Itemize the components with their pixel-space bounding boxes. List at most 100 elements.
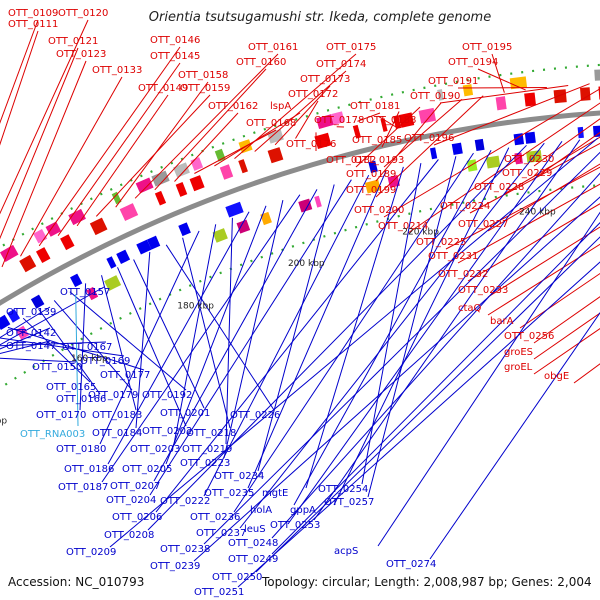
reverse-label-line (0, 357, 77, 363)
gene-feature-block (190, 157, 204, 171)
reverse-label-line (38, 308, 101, 395)
forward-gene-label: OTT_0181 (350, 101, 400, 112)
gene-feature-block (178, 222, 191, 237)
reverse-gene-label: OTT_0147 (6, 341, 56, 352)
reverse-label-line (7, 326, 145, 371)
forward-gene-label: OTT_0191 (428, 76, 478, 87)
forward-gene-label: OTT_0182 (326, 155, 376, 166)
gene-feature-block (45, 221, 62, 237)
reverse-label-line (271, 172, 600, 539)
forward-gene-label: OTT_0172 (288, 89, 338, 100)
gene-feature-block (509, 76, 528, 90)
gene-feature-block (175, 182, 188, 197)
gene-feature-block (553, 89, 567, 104)
forward-label-line (381, 111, 400, 148)
forward-gene-label: OTT_0196 (404, 133, 454, 144)
forward-gene-label: OTT_0200 (354, 205, 404, 216)
reverse-label-line (22, 317, 91, 383)
forward-gene-label: OTT_0185 (352, 135, 402, 146)
forward-gene-label: OTT_0146 (150, 35, 200, 46)
forward-gene-label: OTT_0256 (504, 331, 554, 342)
forward-label-line (383, 98, 463, 168)
forward-gene-label: OTT_0232 (438, 269, 488, 280)
forward-gene-label: OTT_0193 (354, 155, 404, 166)
forward-label-line (491, 53, 505, 93)
forward-gene-label: OTT_0230 (504, 154, 554, 165)
gene-feature-block (238, 159, 248, 174)
rna-gene-label: OTT_RNA003 (20, 429, 85, 440)
forward-gene-label: OTT_0178 (314, 115, 364, 126)
reverse-gene-label: leuS (244, 524, 266, 535)
forward-label-line (433, 83, 590, 146)
forward-label-line (439, 85, 569, 104)
reverse-gene-label: OTT_0248 (228, 538, 278, 549)
reverse-label-line (99, 230, 200, 445)
reverse-gene-label: gppA (290, 505, 316, 516)
gene-feature-block (33, 228, 48, 244)
gene-feature-block (146, 235, 161, 250)
forward-gene-label: OTT_0168 (246, 118, 296, 129)
forward-gene-label: OTT_0120 (58, 8, 108, 19)
forward-label-line (467, 203, 600, 282)
gene-feature-block (111, 191, 122, 205)
gene-feature-block (119, 203, 139, 221)
reverse-gene-label: OTT_0207 (110, 481, 160, 492)
reverse-label-line (0, 286, 105, 346)
forward-gene-label: OTT_0228 (474, 182, 524, 193)
reverse-label-line (69, 291, 187, 391)
accession-text: Accession: NC_010793 (8, 575, 145, 589)
gene-feature-block (104, 275, 122, 292)
reverse-gene-label: OTT_0206 (112, 512, 162, 523)
reverse-label-line (153, 189, 318, 482)
reverse-gene-label: OTT_0202 (142, 426, 192, 437)
forward-gene-label: OTT_0173 (300, 74, 350, 85)
forward-gene-label: OTT_0174 (316, 59, 366, 70)
reverse-label-line (53, 300, 133, 391)
reverse-label-line (165, 244, 275, 411)
reverse-label-line (147, 144, 527, 531)
reverse-gene-label: OTT_0166 (56, 394, 106, 405)
forward-gene-label: OTT_0123 (56, 49, 106, 60)
forward-gene-label: OTT_0109 (8, 8, 58, 19)
forward-gene-label: OTT_0159 (180, 83, 230, 94)
genome-summary: Topology: circular; Length: 2,008,987 bp… (262, 575, 592, 589)
reverse-label-line (0, 340, 51, 354)
reverse-gene-label: OTT_0177 (100, 370, 150, 381)
reverse-gene-label: OTT_0219 (182, 444, 232, 455)
gene-feature-block (30, 294, 45, 309)
forward-label-line (0, 19, 39, 124)
forward-label-line (0, 30, 39, 146)
reverse-gene-label: OTT_0179 (88, 390, 138, 401)
reverse-gene-label: OTT_0192 (142, 390, 192, 401)
forward-gene-label: OTT_0195 (462, 42, 512, 53)
gene-feature-block (260, 211, 272, 226)
forward-gene-label: OTT_0145 (150, 51, 200, 62)
reverse-label-line (255, 236, 600, 573)
gene-feature-block (298, 198, 313, 213)
reverse-gene-label: OTT_0142 (6, 328, 56, 339)
forward-gene-label: OTT_0189 (346, 169, 396, 180)
reverse-gene-label: OTT_0187 (58, 482, 108, 493)
reverse-gene-label: OTT_0201 (160, 408, 210, 419)
forward-gene-label: OTT_0160 (236, 57, 286, 68)
gene-feature-block (451, 142, 463, 156)
gene-feature-block (580, 87, 591, 101)
forward-label-line (254, 70, 347, 152)
forward-gene-label: OTT_0227 (458, 219, 508, 230)
gene-feature-block (316, 114, 334, 129)
reverse-gene-label: OTT_0150 (32, 362, 82, 373)
reverse-label-line (79, 283, 87, 411)
forward-label-line (487, 226, 600, 298)
gene-feature-block (116, 249, 131, 264)
forward-gene-label: OTT_0199 (346, 185, 396, 196)
forward-label-line (357, 112, 381, 122)
gene-feature-block (314, 195, 322, 208)
gene-feature-block (212, 228, 228, 243)
forward-label-line (487, 243, 600, 316)
forward-label-line (76, 94, 169, 227)
scale-tick-label: 220 kbp (402, 228, 439, 238)
forward-label-line (477, 68, 526, 91)
reverse-gene-label: acpS (334, 546, 358, 557)
